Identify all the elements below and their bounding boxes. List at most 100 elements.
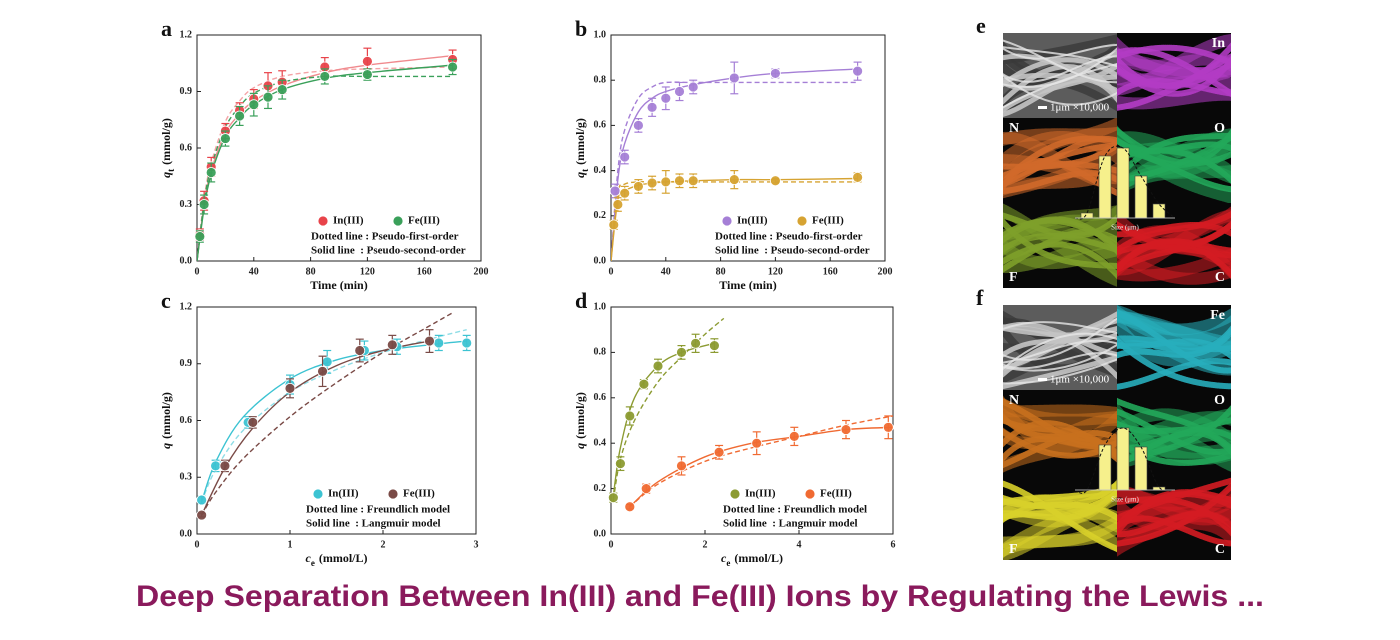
y-tick-label: 0.6 <box>594 120 607 131</box>
data-point <box>751 437 763 449</box>
data-point <box>788 430 800 442</box>
data-point <box>248 99 260 111</box>
data-point <box>713 446 725 458</box>
y-axis-label: qt (mmol/g) <box>159 118 176 178</box>
data-point <box>615 458 626 470</box>
y-tick-label: 0.3 <box>180 472 193 483</box>
element-label: F <box>1009 542 1018 557</box>
fiber <box>1003 212 1117 239</box>
data-point <box>361 55 373 67</box>
scale-bar <box>1038 106 1047 109</box>
data-point <box>354 345 366 356</box>
legend-label: In(III) <box>333 215 364 227</box>
legend-note: Dotted line : Freundlich model <box>306 504 450 516</box>
fit-line <box>201 312 454 516</box>
x-tick-label: 40 <box>661 266 671 277</box>
legend-marker <box>392 215 404 227</box>
scale-label: 1μm ×10,000 <box>1050 102 1110 114</box>
fiber <box>1117 60 1231 89</box>
histogram-bar <box>1116 427 1130 491</box>
fiber <box>1003 358 1117 385</box>
micrograph-panel: e 1μm ×10,000 In N O F C Size (μm) <box>976 13 1231 288</box>
fiber <box>1117 126 1231 167</box>
fit-lines <box>197 55 453 261</box>
fit-line <box>200 340 467 503</box>
x-axis-label: Time (min) <box>310 278 367 292</box>
fiber <box>1117 496 1231 537</box>
histogram-bar <box>1080 212 1094 219</box>
x-tick-label: 0 <box>195 539 200 550</box>
fiber <box>1003 325 1117 338</box>
panel-label: c <box>161 288 171 313</box>
legend-note: Solid line : Langmuir model <box>306 518 441 530</box>
fiber <box>1117 397 1231 453</box>
inset-axis-label: Size (μm) <box>1111 496 1139 504</box>
fit-line <box>611 68 858 261</box>
fit-line <box>197 64 453 261</box>
element-label: F <box>1009 270 1018 285</box>
label-variable: c <box>306 551 312 565</box>
data-point <box>660 92 672 104</box>
data-point <box>674 86 685 97</box>
element-label: In <box>1212 36 1225 51</box>
data-point <box>624 501 636 513</box>
y-tick-label: 0.0 <box>594 255 607 266</box>
data-point <box>674 175 685 187</box>
fiber <box>1003 317 1117 361</box>
data-point <box>424 335 435 347</box>
fit-line <box>197 66 453 261</box>
data-point <box>852 65 863 77</box>
fiber <box>1003 311 1117 378</box>
fiber <box>1003 34 1117 65</box>
panel-label: d <box>575 288 587 313</box>
fiber <box>1003 74 1117 106</box>
data-point <box>646 177 658 189</box>
plot-frame <box>196 306 477 535</box>
x-tick-label: 1 <box>288 539 293 550</box>
data-point <box>852 171 863 183</box>
element-label: N <box>1009 393 1019 408</box>
fiber <box>1003 352 1117 370</box>
data-point <box>652 360 664 372</box>
fiber <box>1003 170 1117 195</box>
element-label: O <box>1214 121 1225 136</box>
data-point <box>196 509 208 521</box>
data-point <box>728 72 740 84</box>
distribution-curve <box>1074 145 1176 220</box>
x-tick-label: 0 <box>195 266 200 277</box>
data-point <box>196 494 208 506</box>
data-point <box>447 61 459 73</box>
fiber <box>1003 321 1117 334</box>
legend-marker <box>387 488 399 500</box>
histogram-bar <box>1152 486 1166 491</box>
data-point <box>728 174 740 186</box>
label-variable: c <box>721 551 727 565</box>
data-point <box>219 133 231 144</box>
data-point <box>882 421 894 433</box>
data-point <box>317 365 328 377</box>
data-point <box>386 339 398 351</box>
y-tick-label: 0.4 <box>594 437 607 448</box>
fiber <box>1003 63 1117 113</box>
fiber <box>1117 358 1231 390</box>
scale-bar <box>1038 378 1047 381</box>
y-tick-label: 0.0 <box>180 255 193 266</box>
data-point <box>219 460 231 472</box>
y-axis-label: qt (mmol/g) <box>573 118 590 178</box>
plot-frame <box>610 306 894 535</box>
plot-frame <box>196 34 482 262</box>
image-cell <box>1117 475 1231 560</box>
chart-panel: a 0 40 80 120 160 200 0.0 0.3 0.6 0.9 1.2 Time (min)… <box>159 16 489 292</box>
label-subscript: e <box>311 558 315 568</box>
histogram-bar <box>1116 147 1130 219</box>
data-point <box>633 181 644 192</box>
fiber <box>1003 486 1117 521</box>
fiber <box>1117 125 1231 203</box>
x-tick-label: 80 <box>306 266 316 277</box>
label-unit: (mmol/L) <box>734 551 783 565</box>
x-tick-label: 4 <box>797 539 802 550</box>
histogram-bar <box>1098 444 1112 491</box>
image-cell <box>1003 33 1117 118</box>
label-variable: q <box>159 172 173 178</box>
data-point <box>247 416 259 428</box>
